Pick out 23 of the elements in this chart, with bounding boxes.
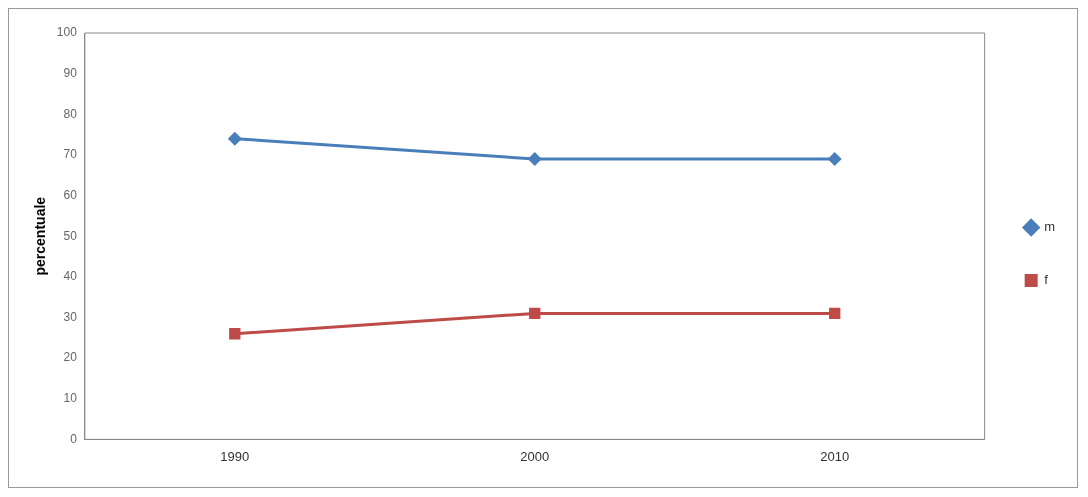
x-tick-label: 2000 <box>520 448 550 464</box>
y-tick-label: 90 <box>63 65 78 80</box>
x-tick-label: 1990 <box>220 448 250 464</box>
y-tick-label: 60 <box>63 187 78 202</box>
x-tick-label: 2010 <box>820 448 850 464</box>
y-tick-label: 50 <box>63 228 78 243</box>
point <box>827 151 842 166</box>
point <box>529 307 541 320</box>
y-tick-label: 70 <box>63 147 78 162</box>
legend-label: m <box>1044 219 1056 235</box>
y-tick-label: 80 <box>63 106 78 121</box>
y-tick-label: 20 <box>63 350 78 365</box>
point <box>227 131 242 146</box>
y-tick-label: 10 <box>63 391 78 406</box>
point <box>527 151 542 166</box>
legend-label: f <box>1044 272 1049 288</box>
y-tick-label: 30 <box>63 309 78 324</box>
point <box>229 328 241 340</box>
y-tick-label: 0 <box>70 431 78 446</box>
point <box>829 307 841 320</box>
y-tick-label: 100 <box>56 25 78 40</box>
y-tick-label: 40 <box>63 269 78 284</box>
y-axis-title: percentuale <box>32 196 49 276</box>
